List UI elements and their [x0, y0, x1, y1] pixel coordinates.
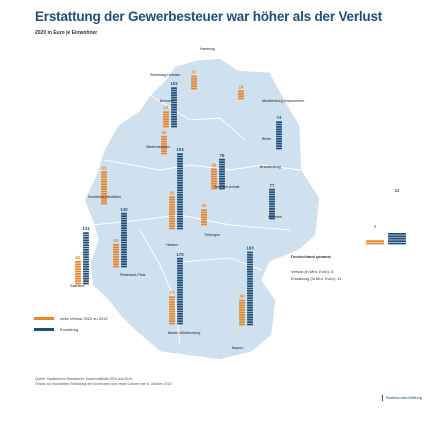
value-label-refund-13: 140 [120, 207, 128, 212]
state-label-15: Bayern [232, 346, 243, 350]
bar-loss-13 [113, 244, 119, 268]
value-label-refund-14: 170 [176, 252, 184, 257]
bar-refund-3 [171, 87, 177, 128]
bar-loss-15 [239, 299, 245, 326]
value-label-refund-12: 131 [82, 226, 90, 231]
value-label-loss-10: 82 [170, 190, 175, 195]
bar-loss-14 [169, 296, 175, 325]
value-label-loss-11: 40 [202, 203, 207, 208]
bar-refund-13 [121, 212, 127, 268]
state-label-10: Hessen [166, 243, 178, 247]
state-label-1: Hamburg [200, 47, 215, 51]
chart-title: Erstattung der Gewerbesteuer war höher a… [35, 9, 383, 24]
bar-refund-5 [276, 121, 282, 150]
bar-loss-7 [101, 171, 107, 205]
bar-loss-10 [169, 196, 175, 230]
state-label-11: Thüringen [204, 233, 220, 237]
value-label-loss-15: 66 [240, 294, 245, 299]
state-label-13: Rheinland-Pfalz [120, 273, 146, 277]
value-label-loss-4: 49 [162, 130, 167, 135]
state-label-0: Schleswig-Holstein [150, 73, 180, 77]
bar-germany-refund [388, 233, 406, 245]
chart-subtitle: 2020 in Euro je Einwohner [35, 30, 98, 36]
value-label-refund-9: 77 [270, 183, 275, 188]
value-label-loss-8: 56 [212, 162, 217, 167]
bar-refund-12 [83, 232, 89, 285]
bar-refund-8 [219, 158, 225, 190]
state-label-6: Brandenburg [260, 165, 281, 169]
brand-logo: BertelsmannStiftung [381, 395, 422, 401]
value-label-germany-refund: 11 [395, 188, 400, 193]
bar-refund-10 [177, 153, 183, 230]
bar-loss-2 [238, 90, 244, 100]
value-label-refund-3: 102 [170, 81, 178, 86]
source-line-1: Quelle: Statistisches Bundesamt, Kassens… [35, 377, 133, 381]
germany-total-label: Deutschland gesamt: [291, 254, 332, 259]
value-label-loss-2: 24 [239, 84, 244, 89]
legend-refund: Erstattung [34, 327, 78, 332]
legend-loss-label: netto Verlust 2020 zu 2019 [60, 316, 108, 321]
legend-refund-label: Erstattung [60, 327, 79, 332]
state-label-9: Sachsen [268, 215, 282, 219]
state-label-2: Mecklenburg-Vorpommern [262, 99, 304, 103]
bar-loss-4 [161, 135, 167, 155]
legend-loss: netto Verlust 2020 zu 2019 [34, 316, 108, 321]
value-label-loss-3: 43 [164, 105, 169, 110]
bar-loss-3 [163, 111, 169, 128]
value-label-refund-8: 78 [220, 153, 225, 158]
state-label-12: Saarland [70, 284, 84, 288]
bar-loss-12 [75, 261, 81, 285]
source-note: Quelle: Statistisches Bundesamt, Kassens… [35, 377, 171, 386]
state-label-8: Sachsen-Anhalt [214, 185, 239, 189]
value-label-loss-7: 85 [102, 165, 107, 170]
bar-refund-15 [247, 251, 253, 326]
value-label-loss-13: 60 [114, 238, 119, 243]
bar-loss-8 [211, 168, 217, 190]
bar-loss-11 [201, 209, 207, 226]
state-label-14: Baden-Württemberg [168, 331, 200, 335]
bar-germany-loss [366, 240, 384, 245]
value-label-germany-loss: 5 [374, 224, 377, 229]
germany-refund-line: Erstattung (in Mrd. Euro): 11 [291, 276, 342, 281]
value-label-loss-14: 72 [170, 290, 175, 295]
source-line-2: Gesetz zur finanziellen Entlastung der K… [35, 381, 172, 386]
legend-refund-swatch [34, 328, 54, 332]
state-label-5: Berlin [262, 137, 271, 141]
germany-loss-line: Verlust (in Mrd. Euro): 5 [291, 269, 334, 274]
bar-loss-0 [191, 75, 197, 90]
state-label-3: Bremen [160, 99, 173, 103]
value-label-loss-0: 37 [192, 70, 197, 75]
value-label-refund-5: 74 [277, 115, 282, 120]
value-label-refund-10: 193 [176, 147, 184, 152]
bar-refund-14 [177, 257, 183, 325]
state-label-7: Nordrhein-Westfalen [88, 195, 121, 199]
value-label-refund-15: 183 [246, 246, 254, 251]
state-label-4: Niedersachsen [146, 145, 170, 149]
germany-map-shape [83, 57, 321, 361]
value-label-loss-12: 62 [76, 255, 81, 260]
legend-loss-swatch [34, 317, 54, 321]
bar-refund-9 [269, 188, 275, 220]
